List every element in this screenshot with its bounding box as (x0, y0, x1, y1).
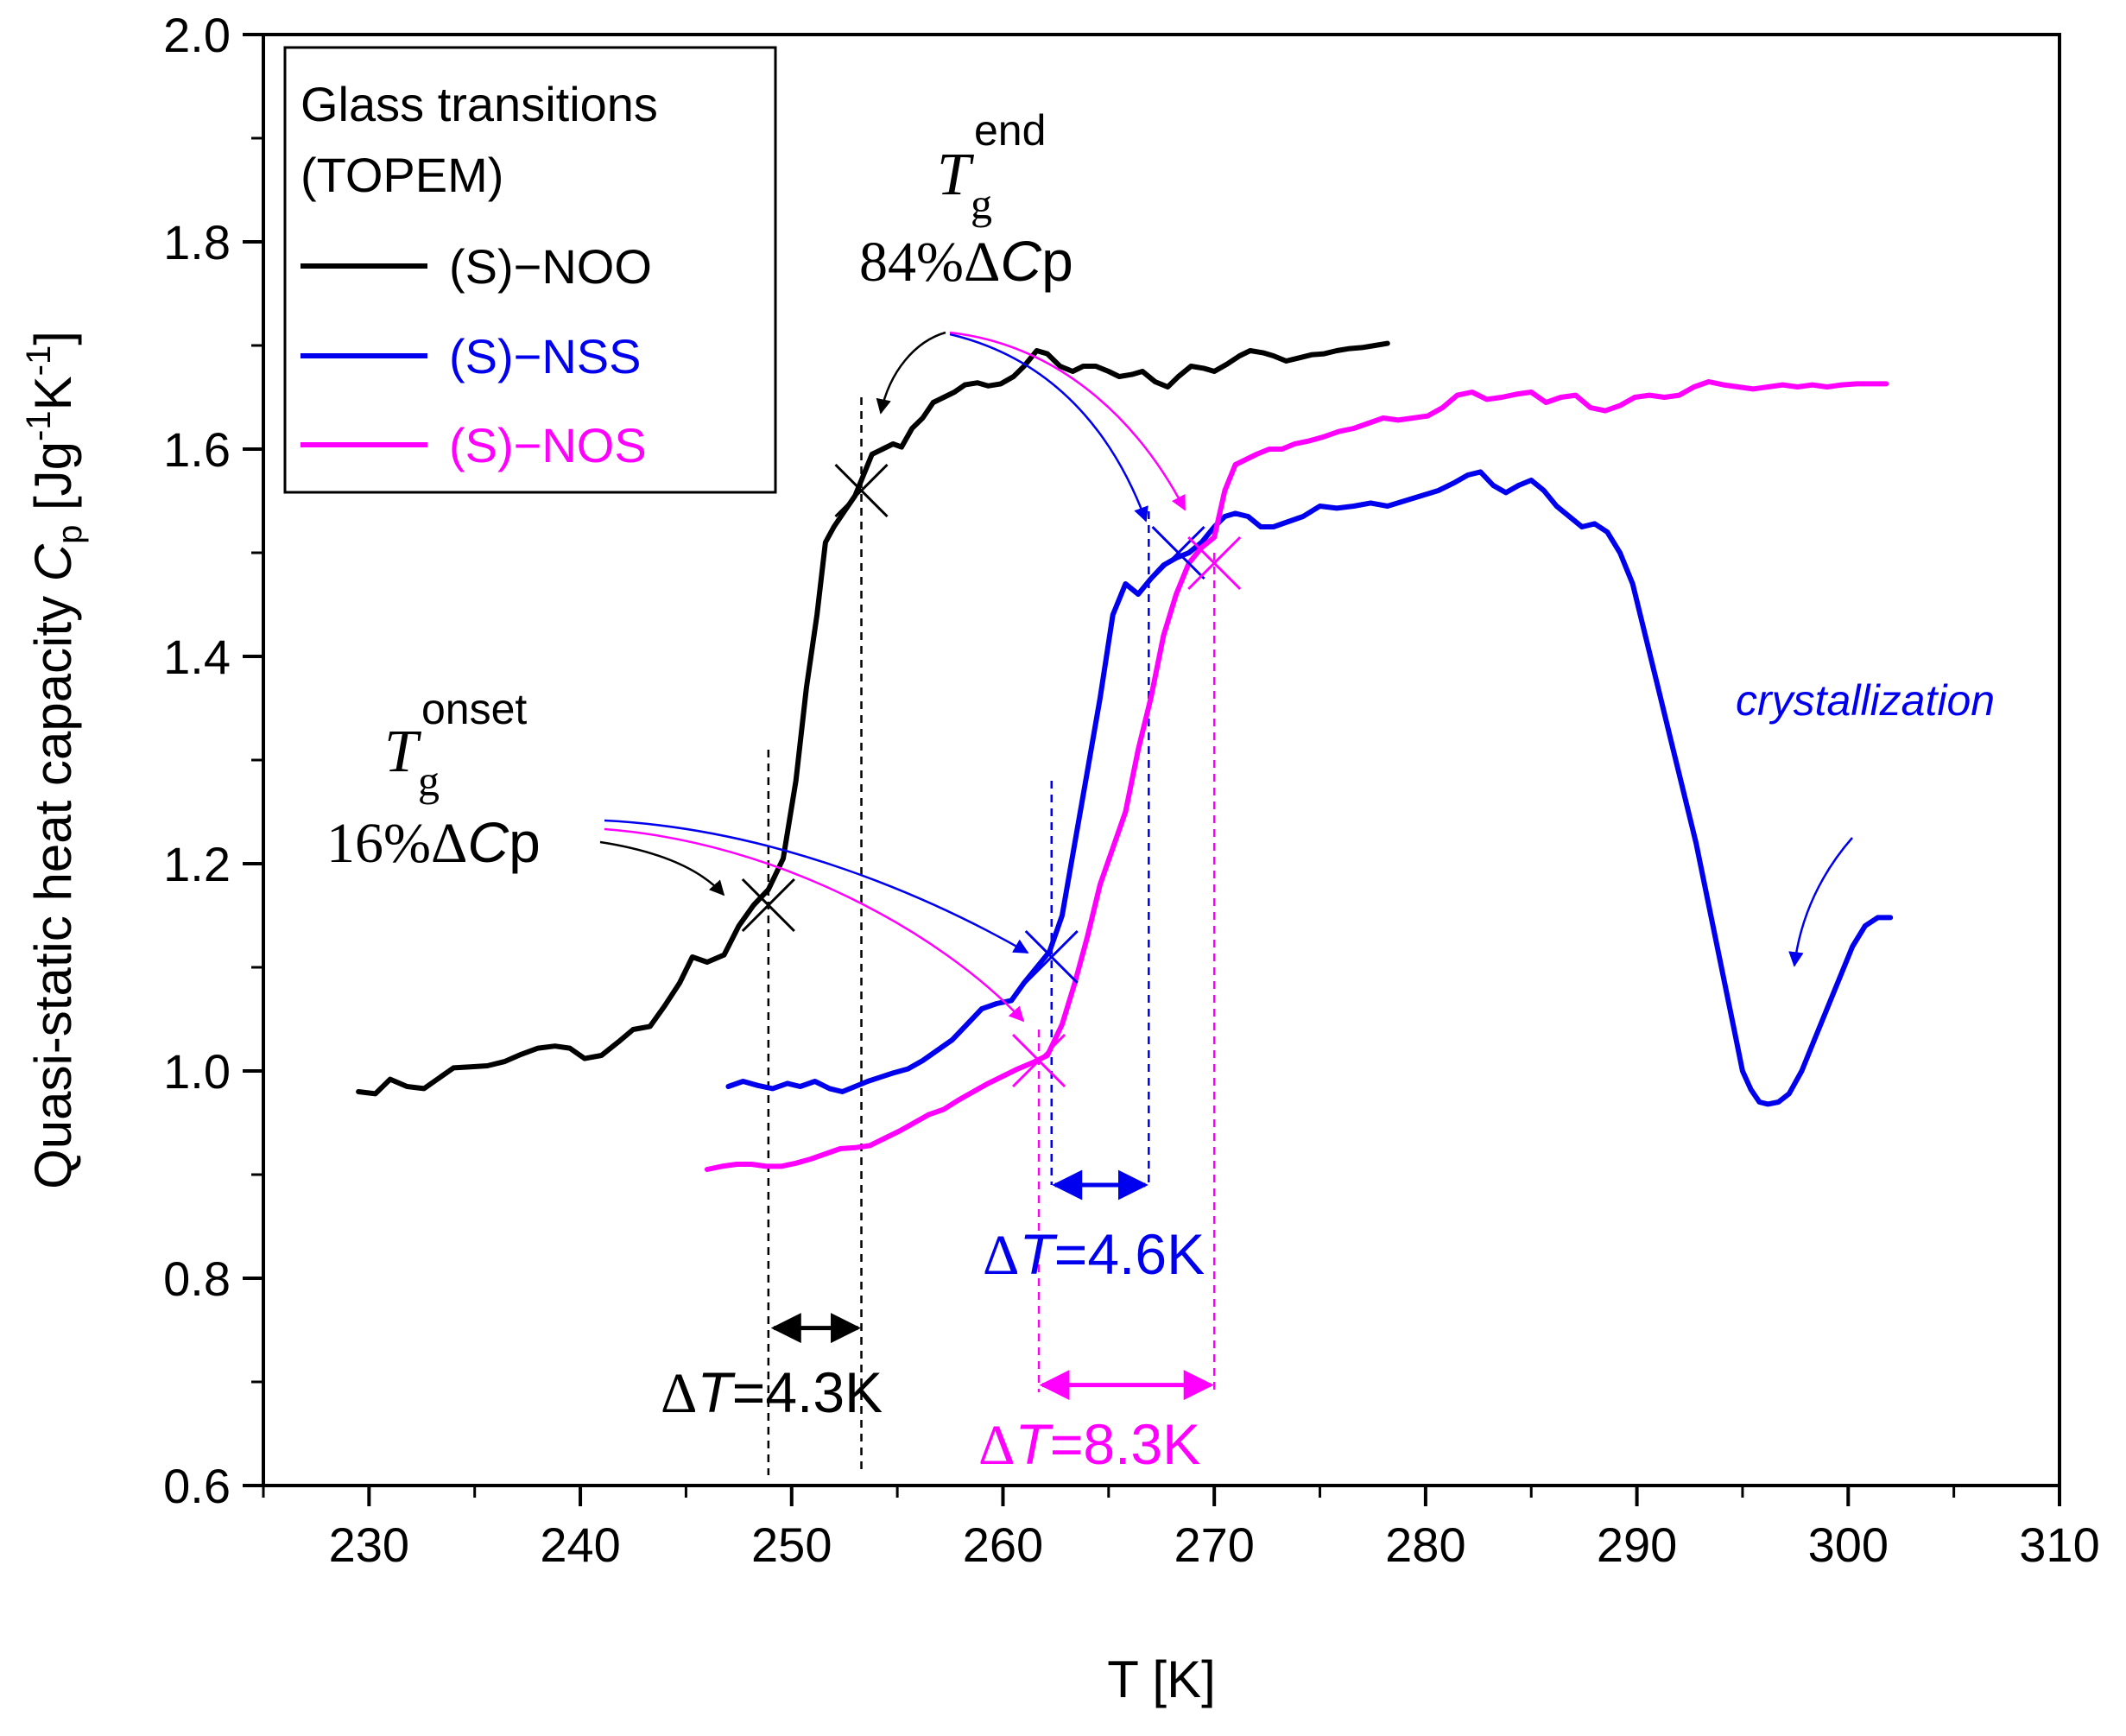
transition-marker-4 (1012, 1033, 1066, 1088)
marker-stroke (741, 878, 795, 933)
crystallization-label: crystallization (1736, 676, 1995, 725)
marker-stroke (834, 463, 889, 518)
x-tick-label-290: 290 (1597, 1517, 1677, 1572)
guide-lines (767, 397, 1216, 1475)
transition-marker-2 (1024, 929, 1079, 985)
callout-end-nos (949, 331, 1186, 511)
legend-label-nss: (S)−NSS (449, 329, 642, 383)
delta-t-noo-label: ΔT=4.3K (661, 1360, 883, 1425)
y-tick-label-1.8: 1.8 (163, 215, 231, 269)
legend-label-nos: (S)−NOS (449, 418, 647, 472)
x-tick-label-280: 280 (1385, 1517, 1465, 1572)
series-line-nos (704, 379, 1889, 1172)
callout-end-noo (876, 331, 946, 415)
callout-onset-nss (604, 819, 1029, 954)
marker-stroke (1024, 929, 1079, 985)
tg-onset-annotation: Tg onset 16%ΔCp (326, 685, 541, 875)
marker-stroke (1012, 1033, 1066, 1088)
x-tick-label-260: 260 (963, 1517, 1043, 1572)
x-tick-label-230: 230 (329, 1517, 409, 1572)
legend-title-line2: (TOPEM) (301, 148, 503, 202)
svg-text:16%ΔCp: 16%ΔCp (326, 810, 541, 875)
callout-end-nss (949, 333, 1148, 523)
svg-text:Tg: Tg (937, 142, 992, 228)
x-tick-label-300: 300 (1808, 1517, 1889, 1572)
y-tick-label-1.4: 1.4 (163, 630, 231, 684)
svg-text:Tg: Tg (384, 719, 440, 805)
legend-title-line1: Glass transitions (301, 77, 658, 131)
y-tick-label-2.0: 2.0 (163, 8, 231, 62)
marker-stroke (1151, 525, 1205, 580)
delta-t-nos-label: ΔT=8.3K (978, 1412, 1200, 1477)
y-axis-ticks: 0.6 0.8 1.0 1.2 1.4 1.6 1.8 2.0 (163, 8, 263, 1513)
transition-markers (741, 463, 1242, 1088)
x-tick-label-310: 310 (2019, 1517, 2099, 1572)
y-tick-label-0.8: 0.8 (163, 1251, 231, 1306)
transition-marker-5 (1187, 535, 1242, 591)
x-axis-label: T [K] (1107, 1650, 1216, 1708)
legend-label-noo: (S)−NOO (449, 239, 652, 294)
y-tick-label-1.6: 1.6 (163, 422, 231, 477)
x-tick-label-250: 250 (751, 1517, 832, 1572)
transition-marker-0 (741, 878, 795, 933)
x-axis-ticks: 230 240 250 260 270 280 290 300 310 (262, 1486, 2100, 1572)
callout-onset-noo (599, 840, 725, 897)
y-tick-label-1.2: 1.2 (163, 837, 231, 891)
marker-stroke (1187, 535, 1242, 591)
x-tick-label-270: 270 (1174, 1517, 1254, 1572)
svg-text:onset: onset (421, 685, 527, 733)
tg-end-annotation: Tg end 84%ΔCp (859, 106, 1073, 294)
transition-marker-3 (1151, 525, 1205, 580)
series-line-nss (725, 469, 1894, 1107)
legend: Glass transitions (TOPEM) (S)−NOO (S)−NS… (283, 46, 777, 494)
callout-onset-nos (604, 827, 1025, 1023)
callout-crystallization (1788, 837, 1853, 967)
x-tick-label-240: 240 (540, 1517, 620, 1572)
y-tick-label-0.6: 0.6 (163, 1459, 231, 1513)
svg-text:84%ΔCp: 84%ΔCp (859, 229, 1073, 294)
delta-t-nss-label: ΔT=4.6K (983, 1222, 1205, 1287)
svg-text:end: end (974, 106, 1046, 155)
annotation-arrows (599, 331, 1853, 1401)
y-axis-label: Quasi-static heat capacity Cp [Jg-1K-1] (20, 331, 89, 1189)
series-lines (356, 340, 1894, 1172)
series-line-noo (356, 340, 1390, 1097)
y-tick-label-1.0: 1.0 (163, 1044, 231, 1099)
transition-marker-1 (834, 463, 889, 518)
